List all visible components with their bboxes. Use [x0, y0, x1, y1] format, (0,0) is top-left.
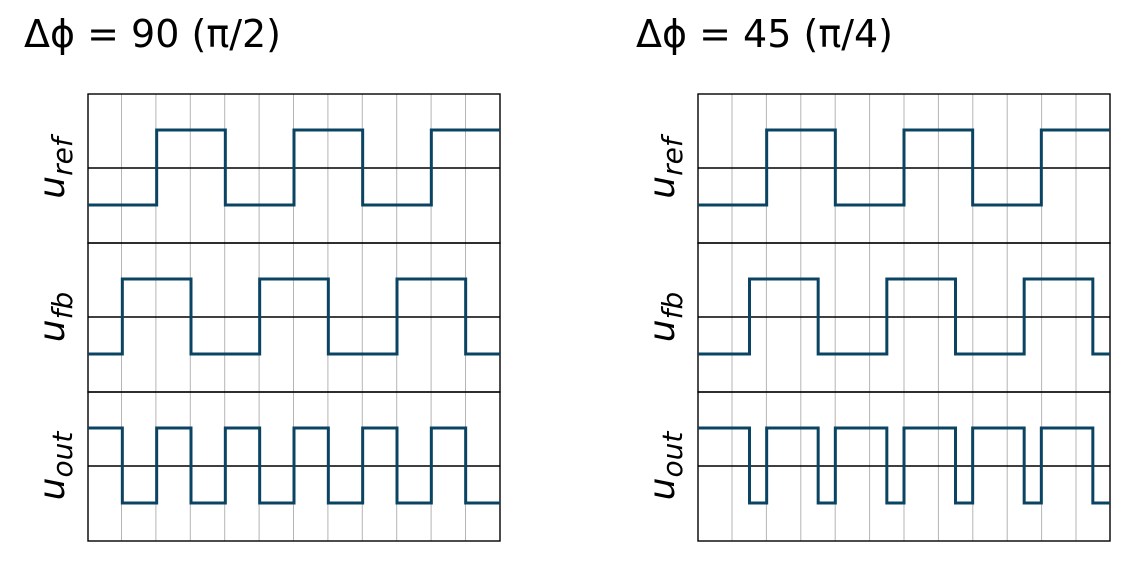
label-subscript: ref [656, 133, 689, 176]
panel-right-title: Δϕ = 45 (π/4) [636, 12, 894, 56]
label-subscript: out [46, 431, 79, 478]
waveform-ref [698, 128, 1110, 207]
label-left-out: uout [32, 431, 79, 501]
label-base: u [642, 319, 683, 342]
label-left-ref: uref [32, 133, 79, 199]
label-right-out: uout [642, 431, 689, 501]
label-right-ref: uref [642, 133, 689, 199]
panel-left-title: Δϕ = 90 (π/2) [24, 12, 282, 56]
waveform-fb [698, 277, 1110, 356]
label-subscript: ref [46, 133, 79, 176]
label-right-fb: ufb [642, 292, 689, 342]
label-base: u [642, 478, 683, 501]
label-subscript: fb [656, 292, 689, 320]
label-left-fb: ufb [32, 292, 79, 342]
label-subscript: fb [46, 292, 79, 320]
label-base: u [32, 319, 73, 342]
label-base: u [32, 176, 73, 199]
label-base: u [642, 176, 683, 199]
signal-box [87, 391, 501, 542]
waveform-out [698, 426, 1110, 505]
label-subscript: out [656, 431, 689, 478]
waveform-ref [88, 128, 500, 207]
waveform-fb [88, 277, 500, 356]
signal-box [697, 391, 1111, 542]
waveform-out [88, 426, 500, 505]
label-base: u [32, 478, 73, 501]
